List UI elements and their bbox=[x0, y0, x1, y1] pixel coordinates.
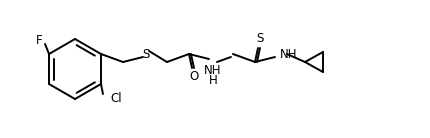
Text: S: S bbox=[142, 47, 150, 60]
Text: S: S bbox=[256, 33, 264, 46]
Text: H: H bbox=[209, 74, 217, 87]
Text: O: O bbox=[189, 71, 199, 83]
Text: NH: NH bbox=[204, 63, 222, 76]
Text: Cl: Cl bbox=[110, 91, 122, 104]
Text: F: F bbox=[36, 34, 42, 47]
Text: NH: NH bbox=[280, 47, 298, 60]
